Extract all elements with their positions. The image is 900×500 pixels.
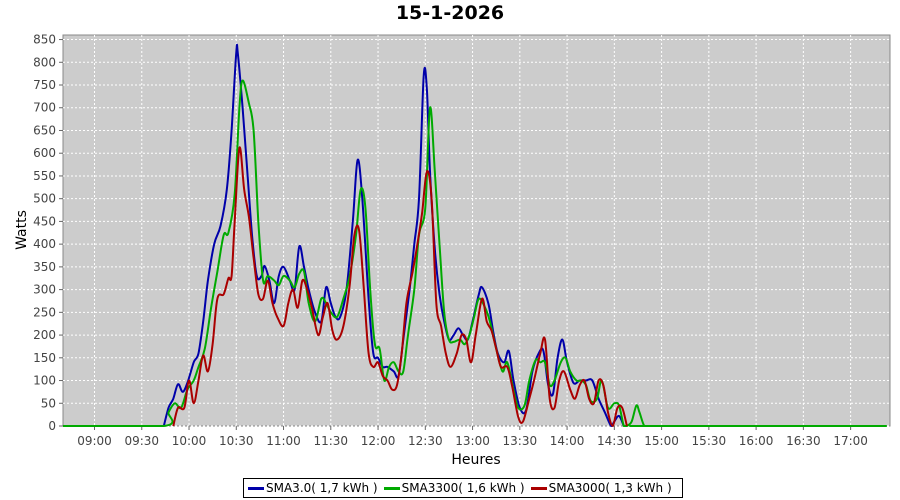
y-axis-title: Watts — [14, 210, 30, 250]
x-tick-label: 15:30 — [692, 434, 727, 448]
x-tick-label: 17:00 — [833, 434, 868, 448]
x-tick-label: 14:00 — [550, 434, 585, 448]
y-tick-label: 150 — [33, 351, 56, 365]
x-tick-label: 13:30 — [503, 434, 538, 448]
plot-area — [62, 34, 891, 427]
x-tick-label: 16:00 — [739, 434, 774, 448]
x-tick-label: 14:30 — [597, 434, 632, 448]
chart-title: 15-1-2026 — [395, 2, 505, 24]
y-tick-label: 350 — [33, 260, 56, 274]
x-tick-label: 12:30 — [408, 434, 443, 448]
grid — [63, 35, 890, 427]
y-tick-label: 700 — [33, 101, 56, 115]
legend-item: SMA3.0( 1,7 kWh ) — [248, 481, 378, 495]
x-tick-label: 10:00 — [172, 434, 207, 448]
series-line-2 — [172, 146, 628, 427]
x-tick-label: 10:30 — [219, 434, 254, 448]
y-tick-label: 100 — [33, 374, 56, 388]
y-tick-label: 800 — [33, 55, 56, 69]
x-tick-label: 11:30 — [313, 434, 348, 448]
y-tick-label: 400 — [33, 237, 56, 251]
y-tick-label: 300 — [33, 283, 56, 297]
y-tick-label: 500 — [33, 192, 56, 206]
y-tick-label: 250 — [33, 305, 56, 319]
y-tick-label: 50 — [41, 396, 56, 410]
series-line-1 — [63, 79, 887, 428]
x-tick-label: 09:30 — [124, 434, 159, 448]
y-tick-label: 650 — [33, 123, 56, 137]
y-tick-label: 550 — [33, 169, 56, 183]
y-tick-label: 750 — [33, 78, 56, 92]
x-tick-label: 11:00 — [266, 434, 301, 448]
y-tick-label: 0 — [48, 419, 56, 433]
y-tick-label: 850 — [33, 33, 56, 47]
y-tick-label: 200 — [33, 328, 56, 342]
x-axis: 09:00 09:30 10:00 10:30 11:00 11:30 12:00 12:30… — [77, 426, 868, 448]
legend: SMA3.0( 1,7 kWh ) SMA3300( 1,6 kWh ) SMA30… — [243, 478, 683, 498]
legend-item: SMA3000( 1,3 kWh ) — [530, 481, 672, 495]
legend-swatch — [383, 486, 400, 490]
x-tick-label: 12:00 — [361, 434, 396, 448]
series-layer — [63, 43, 887, 428]
y-axis: 0 50 100 150 200 250 300 350 400 450 500 550 600 650 7… — [33, 33, 63, 433]
x-tick-label: 15:00 — [644, 434, 679, 448]
x-axis-title: Heures — [451, 452, 500, 468]
legend-label: SMA3300( 1,6 kWh ) — [401, 481, 525, 495]
legend-label: SMA3.0( 1,7 kWh ) — [266, 481, 378, 495]
y-tick-label: 450 — [33, 214, 56, 228]
x-tick-label: 13:00 — [455, 434, 490, 448]
x-tick-label: 16:30 — [786, 434, 821, 448]
legend-swatch — [248, 486, 264, 490]
legend-label: SMA3000( 1,3 kWh ) — [548, 481, 672, 495]
legend-item: SMA3300( 1,6 kWh ) — [383, 481, 525, 495]
x-tick-label: 09:00 — [77, 434, 112, 448]
legend-swatch — [530, 486, 547, 490]
y-tick-label: 600 — [33, 146, 56, 160]
